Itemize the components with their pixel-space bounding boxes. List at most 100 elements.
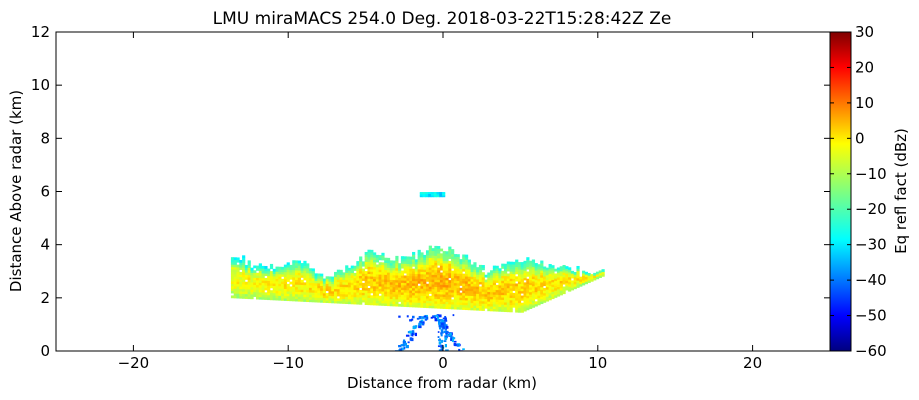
echo-cell	[579, 283, 583, 287]
echo-cell	[492, 279, 497, 283]
echo-cell	[425, 274, 430, 277]
echo-cell	[373, 295, 377, 299]
echo-cell	[481, 300, 485, 304]
echo-cell	[428, 195, 432, 198]
echo-cell	[345, 282, 349, 285]
echo-cell	[473, 271, 477, 275]
echo-cell	[439, 267, 444, 271]
echo-cell	[520, 276, 524, 280]
echo-cell	[356, 287, 360, 291]
echo-cell	[242, 274, 246, 278]
echo-cell	[345, 289, 349, 293]
echo-cell	[448, 289, 452, 293]
echo-cell	[490, 291, 494, 295]
echo-cell	[367, 271, 371, 275]
echo-cell	[437, 303, 441, 307]
echo-cell	[453, 294, 458, 298]
echo-cell	[579, 276, 583, 280]
echo-cell	[551, 272, 555, 276]
echo-cell	[336, 298, 340, 302]
echo-cell	[409, 290, 413, 293]
echo-cell	[297, 286, 301, 290]
echo-cell	[295, 267, 299, 271]
echo-cell	[261, 270, 265, 274]
echo-cell	[233, 271, 237, 275]
echo-cell	[359, 280, 363, 284]
echo-cell	[386, 262, 391, 266]
echo-cell	[448, 280, 452, 283]
echo-cell	[534, 267, 538, 271]
echo-cell	[322, 292, 327, 296]
echo-cell	[375, 264, 380, 268]
echo-cell	[437, 277, 441, 280]
echo-cell	[431, 293, 435, 297]
echo-cell	[244, 291, 249, 295]
echo-cell	[417, 268, 421, 272]
echo-cell	[451, 282, 455, 286]
echo-cell	[495, 287, 499, 291]
echo-cell	[595, 276, 600, 280]
echo-cell	[347, 301, 352, 305]
echo-cell	[370, 288, 374, 291]
echo-cell	[325, 278, 329, 282]
echo-cell	[434, 284, 438, 287]
echo-cell	[414, 304, 419, 308]
echo-cell	[308, 275, 313, 279]
echo-cell	[503, 273, 508, 277]
echo-cell	[431, 248, 435, 251]
echo-cell	[526, 288, 530, 292]
echo-cell	[445, 291, 449, 295]
echo-cell	[520, 266, 524, 270]
echo-cell	[445, 296, 449, 300]
chart-title: LMU miraMACS 254.0 Deg. 2018-03-22T15:28…	[213, 9, 672, 29]
colorbar-tick-label: 10	[855, 94, 874, 112]
echo-cell	[568, 272, 572, 275]
echo-cell	[548, 264, 552, 267]
echo-cell	[451, 304, 455, 307]
echo-cell	[300, 291, 304, 295]
echo-cell	[431, 276, 435, 280]
echo-cell	[439, 193, 443, 196]
echo-cell	[451, 270, 455, 274]
echo-cell	[451, 256, 455, 260]
echo-cell	[347, 296, 352, 300]
echo-cell	[498, 282, 502, 286]
echo-cell	[459, 259, 463, 262]
echo-cell	[286, 288, 290, 292]
echo-cell	[431, 264, 435, 268]
echo-cell	[359, 268, 363, 272]
echo-cell	[545, 298, 549, 302]
echo-cell	[559, 280, 563, 284]
echo-cell	[317, 287, 321, 291]
echo-cell	[520, 269, 524, 273]
echo-cell	[464, 295, 469, 299]
echo-cell	[456, 266, 460, 269]
echo-cell	[353, 287, 357, 291]
echo-cell	[434, 305, 438, 309]
echo-cell	[423, 262, 427, 265]
echo-cell	[448, 294, 452, 298]
echo-cell	[554, 283, 558, 286]
echo-cell	[534, 263, 538, 266]
echo-cell	[437, 296, 441, 300]
echo-cell	[347, 267, 352, 271]
echo-cell	[425, 193, 429, 196]
echo-cell	[529, 265, 533, 269]
echo-cell	[350, 279, 354, 283]
echo-cell	[384, 276, 388, 280]
echo-cell	[456, 280, 460, 284]
echo-cell	[286, 293, 290, 297]
echo-cell	[386, 267, 391, 271]
echo-cell	[289, 281, 293, 285]
echo-cell	[501, 285, 505, 288]
echo-cell	[587, 277, 591, 281]
echo-cell	[506, 299, 510, 303]
echo-cell	[540, 279, 544, 283]
echo-cell	[356, 273, 360, 276]
echo-cell	[430, 193, 435, 196]
echo-cell	[425, 300, 430, 304]
echo-cell	[406, 297, 410, 300]
echo-cell	[320, 278, 324, 282]
echo-cell	[456, 275, 460, 279]
echo-cell	[384, 298, 388, 302]
